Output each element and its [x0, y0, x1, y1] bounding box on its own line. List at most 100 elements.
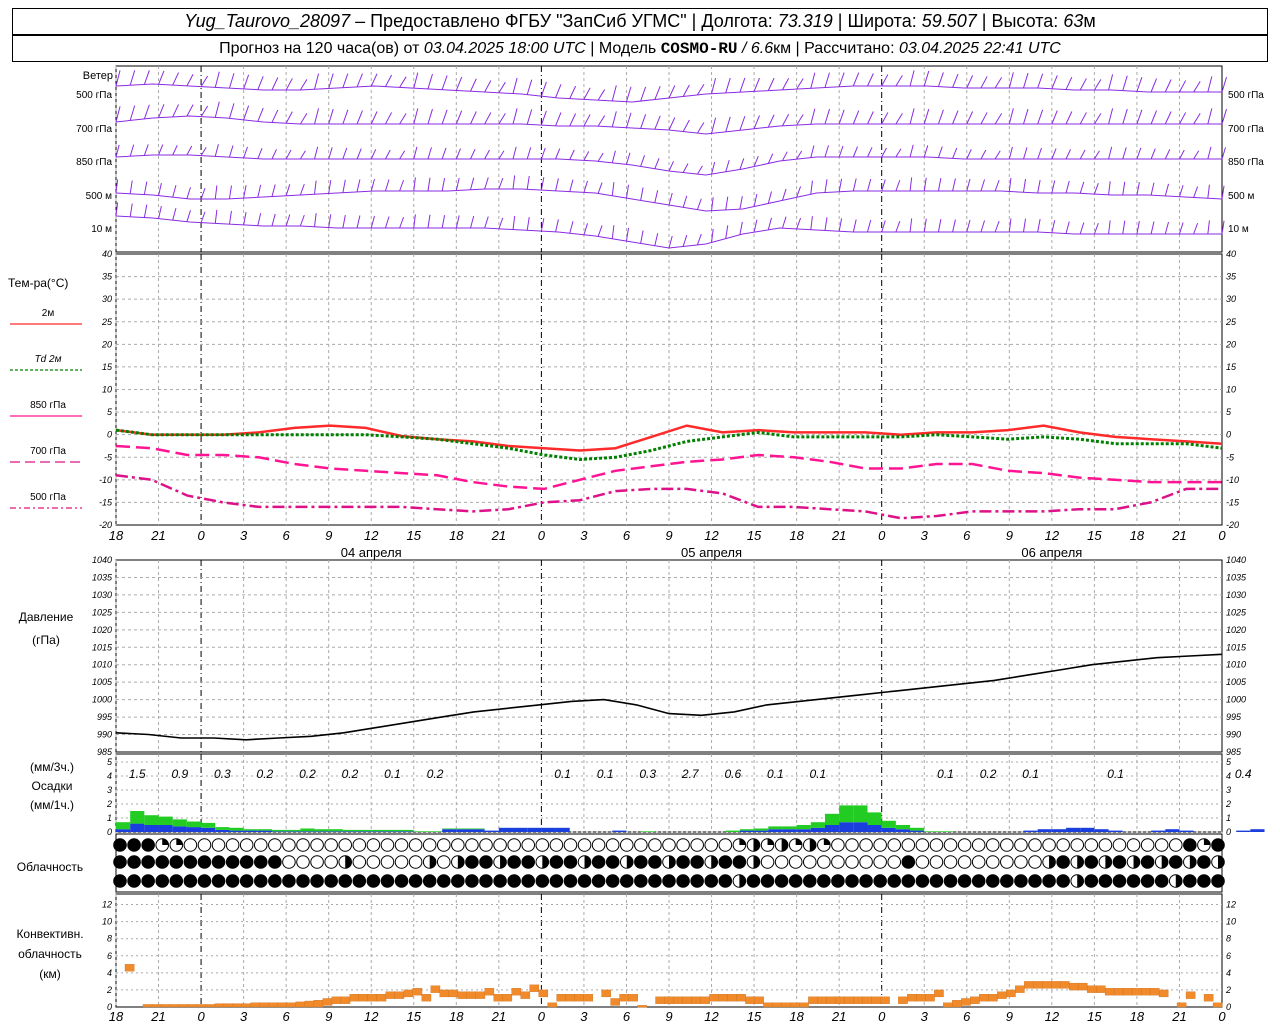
temp-tick-label-right: 0 [1226, 430, 1231, 440]
wind-barb [767, 77, 775, 91]
wind-barb [1122, 181, 1126, 196]
cloud-symbol [225, 838, 240, 852]
cloud-symbol [901, 838, 916, 852]
wind-barb [1164, 111, 1172, 125]
wind-barb [555, 219, 559, 232]
wind-barb [1207, 108, 1213, 125]
convective-bar [655, 996, 665, 1004]
convective-bar [1203, 994, 1214, 1002]
precip-bar-blue [782, 829, 797, 832]
wind-barb [1136, 221, 1140, 235]
precip-tick-label: 1 [107, 813, 112, 823]
convective-bar [286, 1002, 297, 1008]
title-bar: Yug_Taurovo_28097 – Предоставлено ФГБУ "… [12, 8, 1268, 35]
convective-bar [826, 996, 836, 1004]
wind-barb [952, 178, 956, 192]
precip-bar-blue [385, 831, 400, 832]
wind-barb [200, 187, 206, 200]
cloud-symbol [507, 838, 521, 852]
wind-barb [781, 216, 787, 229]
wind-barb [299, 150, 306, 160]
precip-tick-label: 3 [107, 785, 112, 795]
wind-barb [271, 109, 279, 123]
wind-barb [1051, 110, 1058, 125]
precip-bar-green [470, 828, 485, 830]
wind-barb [314, 108, 320, 125]
temp-tick-label-right: 30 [1226, 294, 1236, 304]
wind-barb [881, 74, 889, 87]
cloud-symbol [690, 855, 704, 869]
precip-3h-label: 0.2 [427, 767, 444, 781]
cloud-symbol [535, 874, 550, 888]
precip-bar-blue [201, 827, 216, 832]
cloud-symbol [1042, 838, 1056, 852]
precip-bar-green [796, 825, 811, 830]
wind-level-label-right: 700 гПа [1228, 124, 1264, 135]
wind-barb [328, 73, 334, 89]
wind-barb [569, 179, 574, 192]
wind-barb [611, 182, 615, 196]
wind-barb [696, 198, 702, 210]
cloud-symbol [197, 874, 212, 888]
cloud-symbol [1042, 874, 1056, 888]
time-tick-label: 21 [491, 1009, 506, 1024]
wind-barb [1051, 148, 1057, 160]
wind-barb [980, 76, 988, 89]
temp-tick-label: 0 [107, 430, 112, 440]
precip-bar-blue [456, 829, 471, 832]
wind-barb [356, 215, 361, 229]
convective-bar [529, 984, 540, 992]
wind-barb [838, 178, 843, 192]
cloud-symbol [563, 838, 578, 852]
wind-barb [441, 147, 447, 160]
convective-bar [781, 1002, 791, 1008]
pressure-panel-label: Давление [19, 610, 74, 624]
pressure-tick-label-right: 1010 [1226, 660, 1246, 670]
wind-barb [881, 147, 887, 158]
wind-barb [1193, 113, 1201, 125]
wind-barb [257, 148, 263, 159]
wind-barb [299, 214, 305, 227]
wind-barb [852, 178, 857, 192]
wind-barb [1093, 79, 1102, 91]
cloud-symbol [211, 838, 226, 852]
wind-level-label-right: 500 гПа [1228, 90, 1264, 101]
calc-label: Рассчитано: [804, 40, 895, 57]
wind-barb [824, 217, 828, 231]
wind-level-label: 850 гПа [76, 157, 112, 168]
temp-tick-label-right: 40 [1226, 249, 1236, 259]
wind-barb [711, 228, 714, 243]
wind-barb [810, 72, 816, 89]
wind-barb [739, 158, 745, 170]
cloud-symbol [1056, 855, 1070, 869]
precip-bar-blue [1165, 829, 1180, 832]
wind-barb [172, 104, 179, 118]
time-tick-label: 9 [1006, 528, 1013, 543]
cloud-symbol-half [809, 838, 817, 852]
wind-barb [526, 216, 530, 231]
wind-barb [257, 76, 264, 90]
cloud-symbol [1140, 838, 1155, 852]
convective-bar [1068, 982, 1079, 991]
wind-barb [129, 105, 136, 121]
wind-barb [413, 146, 418, 160]
wind-barb [625, 227, 630, 242]
wind-barb [441, 75, 448, 90]
convective-bar [448, 989, 459, 998]
cloud-symbol [211, 874, 226, 888]
cloud-symbol [296, 874, 310, 888]
wind-barb [597, 225, 603, 237]
precip-bar-blue [186, 827, 202, 832]
wind-barb [186, 187, 191, 199]
cloud-symbol [634, 855, 648, 869]
wind-barb [1093, 183, 1099, 195]
wind-barb [314, 213, 317, 227]
time-tick-label: 12 [704, 1009, 719, 1024]
temp-tick-label-right: 35 [1226, 272, 1237, 282]
time-tick-label: 21 [831, 528, 846, 543]
cloud-symbol [1098, 874, 1113, 888]
wind-barb [980, 220, 986, 233]
wind-barb [129, 70, 136, 86]
wind-barb [1065, 180, 1070, 194]
